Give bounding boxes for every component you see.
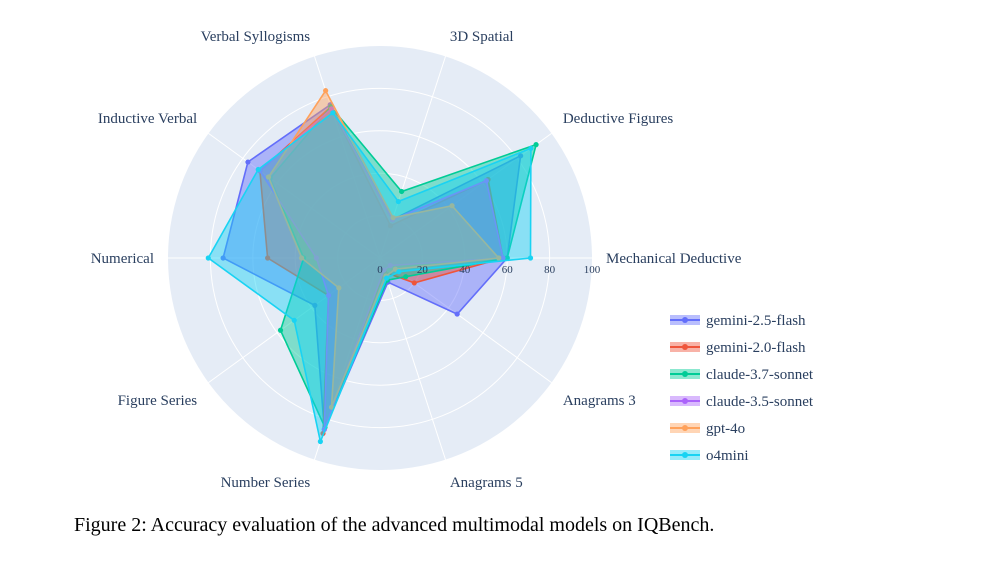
series-layer [205,88,539,445]
data-point [395,198,401,205]
radial-tick-label: 40 [459,264,471,276]
data-point [298,255,305,261]
axis-labels: Mechanical Deductive Deductive Figures 3D … [91,29,742,491]
data-point [325,292,332,298]
data-point [411,280,417,286]
radial-ticks: 0 20 40 60 80 100 [377,264,601,276]
series-gpt-4o [265,88,502,410]
legend-marker [682,344,688,350]
axis-label: Numerical [91,251,154,267]
series-o4mini [205,110,534,445]
data-point [220,255,226,261]
legend-marker [682,371,688,377]
data-point [533,142,539,148]
data-point [387,223,394,229]
data-point [265,174,272,180]
data-point [328,106,335,112]
legend-item[interactable]: o4mini [670,448,749,464]
radar-grid [168,46,592,470]
grid-spoke [379,257,552,384]
legend-marker [682,452,688,458]
axis-label: 3D Spatial [450,29,514,45]
axis-label: Deductive Figures [563,111,674,127]
data-point [265,255,271,261]
legend-label: gpt-4o [706,421,745,437]
legend-marker [682,317,688,323]
figure-caption: Figure 2: Accuracy evaluation of the adv… [74,514,715,536]
radial-tick-label: 100 [584,264,601,276]
legend-marker [682,398,688,404]
legend-item[interactable]: gemini-2.0-flash [670,340,806,356]
data-point [454,311,460,317]
radial-tick-label: 80 [544,264,556,276]
legend-label: claude-3.7-sonnet [706,367,814,383]
legend-item[interactable]: claude-3.7-sonnet [670,367,814,383]
data-point [313,255,319,261]
radial-tick-label: 20 [417,264,429,276]
data-point [483,178,489,184]
data-point [255,166,261,173]
legend-item[interactable]: claude-3.5-sonnet [670,394,814,410]
axis-label: Anagrams 5 [450,475,523,491]
data-point [396,269,402,275]
data-point [518,153,524,159]
data-point [317,438,323,445]
axis-label: Inductive Verbal [98,111,197,127]
data-point [390,215,396,221]
data-point [403,274,409,280]
legend-item[interactable]: gemini-2.5-flash [670,313,806,329]
data-point [245,159,251,165]
legend-item[interactable]: gpt-4o [670,421,745,437]
axis-label: Mechanical Deductive [606,251,742,267]
data-point [205,255,211,261]
data-point [504,255,510,261]
axis-label: Verbal Syllogisms [201,29,311,45]
data-point [277,327,284,333]
data-point [387,262,393,269]
data-point [312,302,318,308]
legend-label: o4mini [706,448,749,464]
data-point [528,145,534,151]
grid-spoke [379,132,552,259]
radial-tick-label: 0 [377,264,383,276]
data-point [399,188,405,195]
axis-label: Figure Series [118,393,198,409]
data-point [323,88,329,94]
data-point [527,255,534,261]
axis-label: Anagrams 3 [563,393,636,409]
data-point [496,255,502,261]
data-point [328,404,335,410]
grid-spoke [208,132,381,259]
data-point [383,275,390,281]
legend-label: gemini-2.0-flash [706,340,806,356]
grid-spoke [379,257,446,460]
legend[interactable]: gemini-2.5-flash gemini-2.0-flash claude-3… [670,313,814,464]
radial-tick-label: 60 [502,264,514,276]
axis-label: Number Series [221,475,311,491]
radar-chart: 0 20 40 60 80 100 Mechanical Deductive Deducti… [91,29,814,491]
data-point [449,203,455,209]
data-point [291,317,297,323]
data-point [500,255,506,261]
legend-marker [682,425,688,431]
data-point [336,285,342,291]
data-point [381,267,387,273]
legend-label: gemini-2.5-flash [706,313,806,329]
data-point [330,110,336,116]
legend-label: claude-3.5-sonnet [706,394,814,410]
